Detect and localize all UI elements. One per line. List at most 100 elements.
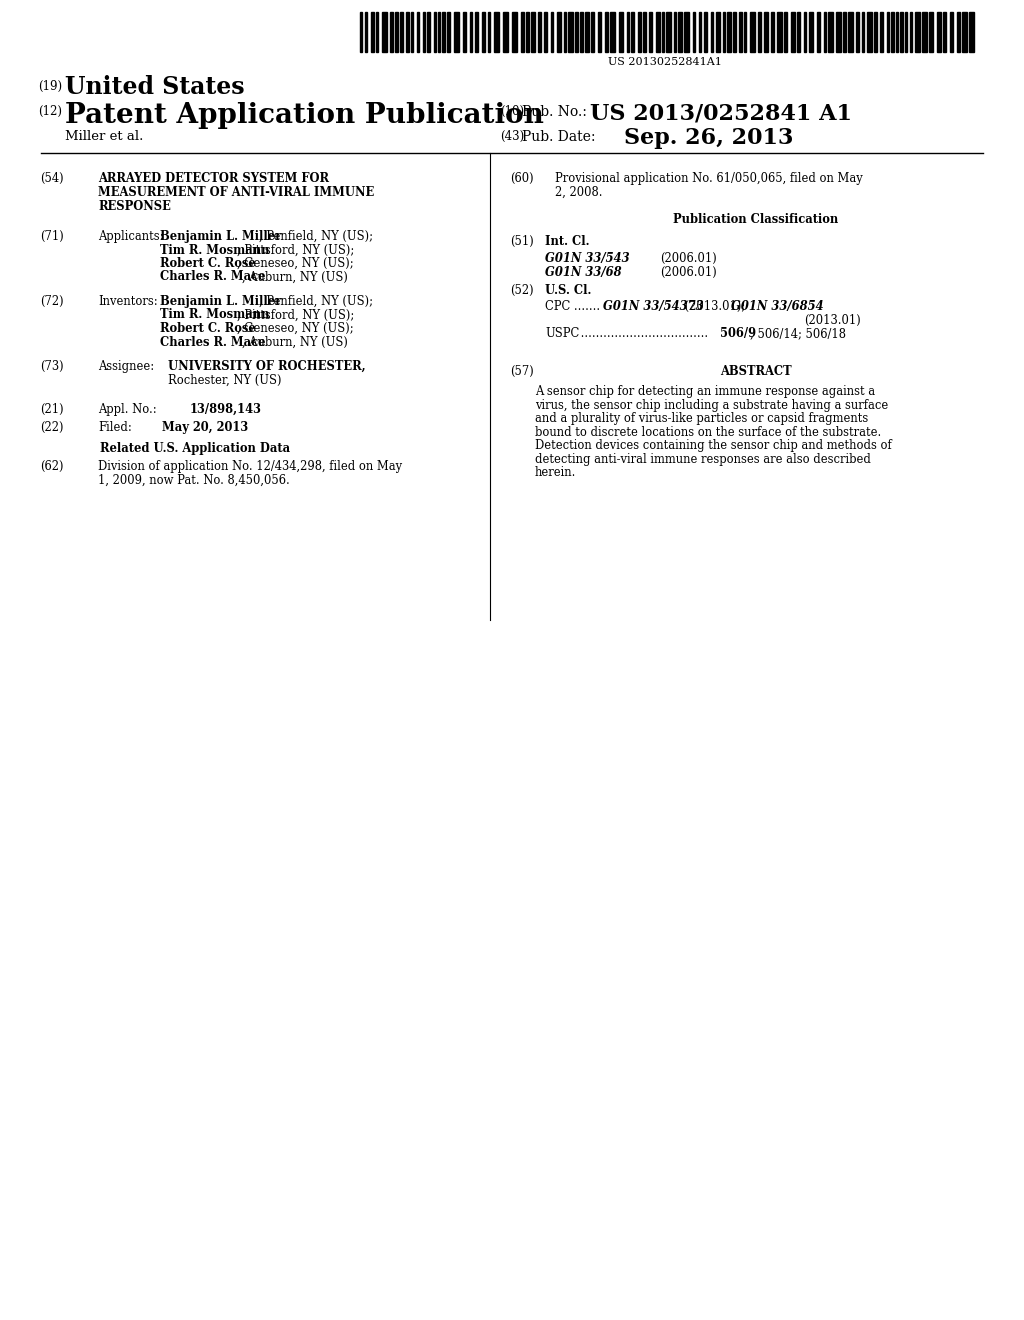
Bar (711, 12, 713, 51)
Bar (777, 12, 782, 51)
Bar (482, 12, 485, 51)
Text: (12): (12) (38, 106, 62, 117)
Bar (598, 12, 601, 51)
Text: 1, 2009, now Pat. No. 8,450,056.: 1, 2009, now Pat. No. 8,450,056. (98, 474, 290, 487)
Bar (887, 12, 889, 51)
Bar (395, 12, 398, 51)
Bar (503, 12, 508, 51)
Bar (390, 12, 393, 51)
Text: CPC .......: CPC ....... (545, 300, 604, 313)
Text: (10): (10) (500, 106, 524, 117)
Bar (950, 12, 953, 51)
Text: ARRAYED DETECTOR SYSTEM FOR: ARRAYED DETECTOR SYSTEM FOR (98, 172, 329, 185)
Text: , Auburn, NY (US): , Auburn, NY (US) (243, 335, 348, 348)
Text: Division of application No. 12/434,298, filed on May: Division of application No. 12/434,298, … (98, 459, 402, 473)
Bar (423, 12, 425, 51)
Bar (733, 12, 736, 51)
Text: (57): (57) (510, 366, 534, 378)
Bar (824, 12, 826, 51)
Bar (531, 12, 535, 51)
Bar (610, 12, 615, 51)
Bar (512, 12, 517, 51)
Bar (382, 12, 387, 51)
Text: 13/898,143: 13/898,143 (190, 403, 262, 416)
Text: , Pittsford, NY (US);: , Pittsford, NY (US); (237, 309, 354, 322)
Bar (693, 12, 695, 51)
Text: MEASUREMENT OF ANTI-VIRAL IMMUNE: MEASUREMENT OF ANTI-VIRAL IMMUNE (98, 186, 374, 199)
Text: Publication Classification: Publication Classification (674, 213, 839, 226)
Bar (411, 12, 413, 51)
Text: , Auburn, NY (US): , Auburn, NY (US) (243, 271, 348, 284)
Bar (764, 12, 768, 51)
Bar (631, 12, 634, 51)
Text: , Geneseo, NY (US);: , Geneseo, NY (US); (237, 322, 353, 335)
Bar (809, 12, 813, 51)
Text: Sep. 26, 2013: Sep. 26, 2013 (624, 127, 794, 149)
Bar (862, 12, 864, 51)
Bar (475, 12, 478, 51)
Text: Miller et al.: Miller et al. (65, 129, 143, 143)
Text: Robert C. Rose: Robert C. Rose (160, 257, 256, 271)
Bar (836, 12, 841, 51)
Text: RESPONSE: RESPONSE (98, 201, 171, 213)
Bar (957, 12, 961, 51)
Bar (643, 12, 646, 51)
Bar (674, 12, 676, 51)
Text: US 20130252841A1: US 20130252841A1 (608, 57, 722, 67)
Bar (874, 12, 877, 51)
Text: Tim R. Mosmann: Tim R. Mosmann (160, 243, 269, 256)
Bar (905, 12, 907, 51)
Text: virus, the sensor chip including a substrate having a surface: virus, the sensor chip including a subst… (535, 399, 888, 412)
Text: (2013.01);: (2013.01); (681, 300, 749, 313)
Bar (666, 12, 671, 51)
Text: , Penfield, NY (US);: , Penfield, NY (US); (259, 230, 373, 243)
Text: UNIVERSITY OF ROCHESTER,: UNIVERSITY OF ROCHESTER, (168, 360, 366, 374)
Bar (915, 12, 920, 51)
Text: Related U.S. Application Data: Related U.S. Application Data (100, 442, 290, 455)
Text: Charles R. Mace: Charles R. Mace (160, 335, 265, 348)
Text: , Geneseo, NY (US);: , Geneseo, NY (US); (237, 257, 353, 271)
Bar (880, 12, 883, 51)
Text: (51): (51) (510, 235, 534, 248)
Bar (662, 12, 664, 51)
Text: (22): (22) (40, 421, 63, 434)
Text: Assignee:: Assignee: (98, 360, 155, 374)
Bar (618, 12, 623, 51)
Text: Patent Application Publication: Patent Application Publication (65, 102, 544, 129)
Text: Benjamin L. Miller: Benjamin L. Miller (160, 294, 282, 308)
Text: (43): (43) (500, 129, 524, 143)
Bar (470, 12, 472, 51)
Text: (60): (60) (510, 172, 534, 185)
Text: (73): (73) (40, 360, 63, 374)
Bar (699, 12, 701, 51)
Text: (71): (71) (40, 230, 63, 243)
Text: Provisional application No. 61/050,065, filed on May: Provisional application No. 61/050,065, … (555, 172, 863, 185)
Bar (427, 12, 430, 51)
Bar (867, 12, 872, 51)
Text: (2006.01): (2006.01) (660, 252, 717, 265)
Text: Appl. No.:: Appl. No.: (98, 403, 157, 416)
Text: and a plurality of virus-like particles or capsid fragments: and a plurality of virus-like particles … (535, 412, 868, 425)
Bar (605, 12, 608, 51)
Text: (52): (52) (510, 284, 534, 297)
Text: Rochester, NY (US): Rochester, NY (US) (168, 374, 282, 387)
Text: G01N 33/6854: G01N 33/6854 (731, 300, 823, 313)
Bar (580, 12, 583, 51)
Bar (943, 12, 946, 51)
Bar (771, 12, 774, 51)
Text: G01N 33/54373: G01N 33/54373 (603, 300, 703, 313)
Bar (406, 12, 409, 51)
Text: bound to discrete locations on the surface of the substrate.: bound to discrete locations on the surfa… (535, 425, 882, 438)
Bar (784, 12, 787, 51)
Bar (538, 12, 541, 51)
Text: (2013.01): (2013.01) (804, 314, 861, 326)
Bar (526, 12, 529, 51)
Text: 506/9: 506/9 (720, 327, 756, 341)
Bar (551, 12, 553, 51)
Bar (804, 12, 806, 51)
Bar (557, 12, 561, 51)
Text: Detection devices containing the sensor chip and methods of: Detection devices containing the sensor … (535, 440, 892, 451)
Text: Inventors:: Inventors: (98, 294, 158, 308)
Bar (521, 12, 524, 51)
Bar (791, 12, 795, 51)
